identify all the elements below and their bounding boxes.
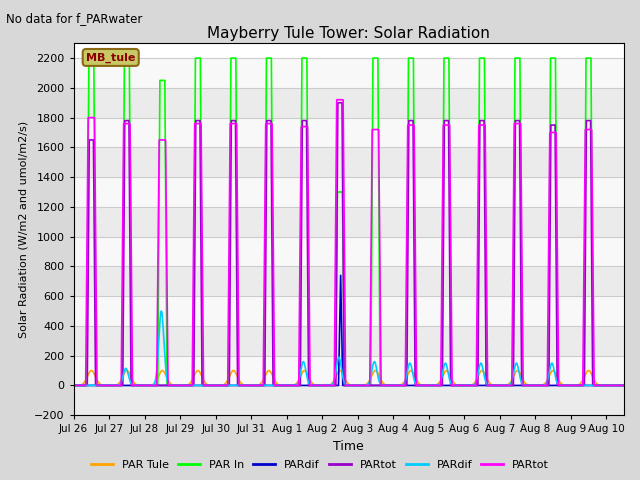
Text: MB_tule: MB_tule — [86, 52, 136, 62]
PARdif — [70, 383, 77, 388]
PARtot — [620, 383, 628, 388]
PARdif — [111, 383, 119, 388]
Bar — [74, 296, 624, 326]
Bar — [74, 266, 624, 296]
PARtot — [216, 383, 223, 388]
PARdif — [236, 383, 243, 388]
Line: PARtot: PARtot — [74, 100, 624, 385]
PARtot — [333, 97, 340, 103]
PARdif — [620, 383, 628, 388]
Bar — [74, 207, 624, 237]
Bar — [74, 88, 624, 118]
PARtot — [236, 383, 243, 388]
PARtot — [464, 383, 472, 388]
PARdif — [70, 383, 77, 388]
Bar — [74, 177, 624, 207]
PARdif — [337, 273, 344, 278]
PAR In — [85, 55, 93, 61]
PARdif — [522, 383, 529, 388]
Line: PARtot: PARtot — [74, 103, 624, 385]
Bar — [74, 326, 624, 356]
Y-axis label: Solar Radiation (W/m2 and umol/m2/s): Solar Radiation (W/m2 and umol/m2/s) — [19, 120, 29, 338]
PARtot — [464, 383, 472, 388]
PARdif — [464, 383, 472, 388]
PARtot — [236, 383, 243, 388]
PARtot — [522, 383, 529, 388]
PARdif — [522, 383, 529, 388]
PAR In — [216, 383, 223, 388]
Text: No data for f_PARwater: No data for f_PARwater — [6, 12, 143, 25]
PAR Tule — [620, 383, 628, 388]
PARtot — [111, 383, 119, 388]
PARdif — [620, 383, 628, 388]
PARdif — [572, 383, 580, 388]
Bar — [74, 385, 624, 415]
PARdif — [216, 383, 223, 388]
PAR Tule — [216, 383, 223, 388]
PAR Tule — [572, 383, 580, 388]
PARdif — [111, 383, 119, 388]
PARtot — [334, 100, 342, 106]
PARdif — [572, 383, 580, 388]
Line: PAR Tule: PAR Tule — [74, 371, 624, 385]
PAR In — [620, 383, 628, 388]
PARtot — [572, 383, 580, 388]
PARdif — [157, 308, 165, 314]
Line: PARdif: PARdif — [74, 276, 624, 385]
PAR Tule — [70, 383, 77, 388]
PAR Tule — [111, 383, 119, 388]
PAR In — [111, 383, 119, 388]
PAR Tule — [236, 378, 243, 384]
PAR Tule — [602, 383, 610, 388]
Bar — [74, 118, 624, 147]
Bar — [74, 147, 624, 177]
PAR In — [522, 383, 529, 388]
PAR Tule — [464, 383, 472, 388]
PAR In — [236, 383, 243, 388]
PARdif — [216, 383, 223, 388]
PARdif — [464, 383, 472, 388]
X-axis label: Time: Time — [333, 440, 364, 453]
PAR In — [572, 383, 580, 388]
PAR In — [464, 383, 472, 388]
PARtot — [620, 383, 628, 388]
Legend: PAR Tule, PAR In, PARdif, PARtot, PARdif, PARtot: PAR Tule, PAR In, PARdif, PARtot, PARdif… — [86, 456, 554, 474]
PARtot — [111, 383, 119, 388]
PARtot — [522, 383, 529, 388]
PARtot — [572, 383, 580, 388]
Bar — [74, 58, 624, 88]
Bar — [74, 237, 624, 266]
PARdif — [236, 383, 243, 388]
PARtot — [70, 383, 77, 388]
Bar — [74, 356, 624, 385]
Title: Mayberry Tule Tower: Solar Radiation: Mayberry Tule Tower: Solar Radiation — [207, 25, 490, 41]
Line: PARdif: PARdif — [74, 311, 624, 385]
PAR In — [70, 383, 77, 388]
PAR Tule — [88, 368, 95, 373]
PARtot — [216, 383, 223, 388]
Line: PAR In: PAR In — [74, 58, 624, 385]
PAR Tule — [522, 381, 529, 386]
PARtot — [70, 383, 77, 388]
